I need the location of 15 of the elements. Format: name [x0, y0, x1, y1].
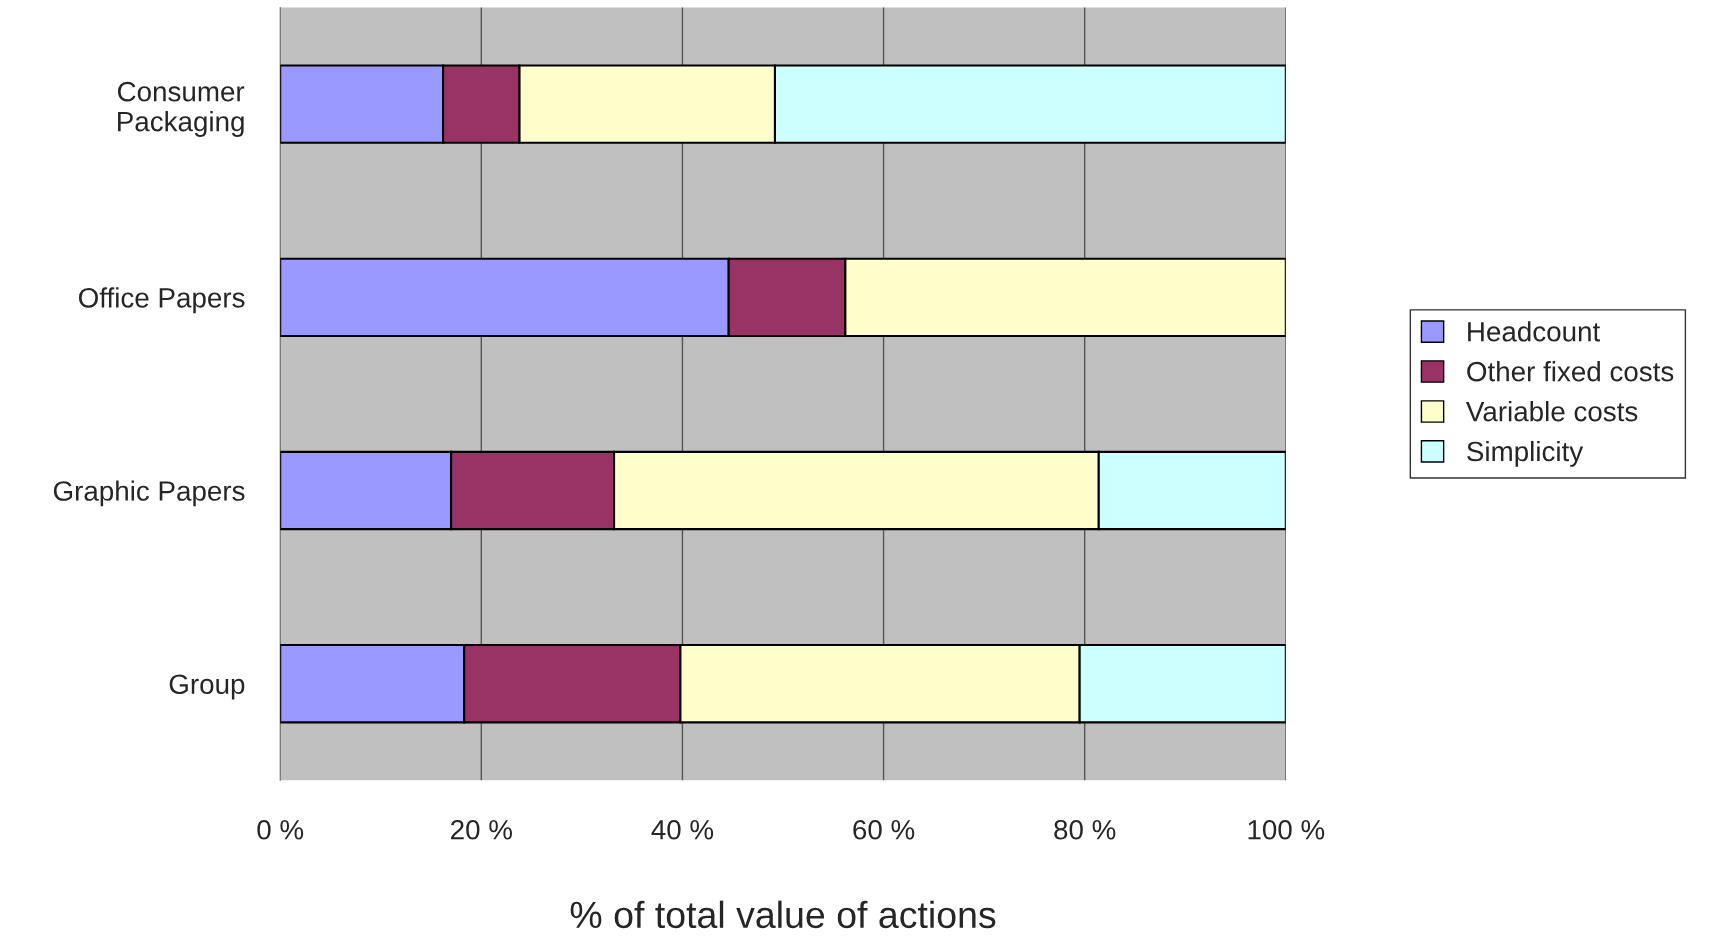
y-tick-label: Consumer Packaging	[117, 81, 245, 137]
legend-label: Other fixed costs	[1467, 361, 1674, 382]
y-tick-label: Graphic Papers	[53, 480, 245, 507]
x-tick-label: 40 %	[651, 819, 714, 840]
x-tick-label: 0 %	[257, 819, 304, 840]
x-axis-title: % of total value of actions	[570, 900, 996, 929]
legend-label: Headcount	[1468, 321, 1601, 342]
x-tick-label: 60 %	[853, 819, 915, 840]
x-tick-label: 20 %	[451, 819, 512, 840]
x-tick-label: 100 %	[1248, 819, 1325, 840]
y-tick-label: Group	[169, 674, 245, 700]
y-tick-label: Office Papers	[79, 287, 245, 314]
x-tick-label: 80 %	[1054, 819, 1116, 840]
legend-label: Simplicity	[1467, 440, 1584, 467]
legend-label: Variable costs	[1466, 401, 1638, 422]
